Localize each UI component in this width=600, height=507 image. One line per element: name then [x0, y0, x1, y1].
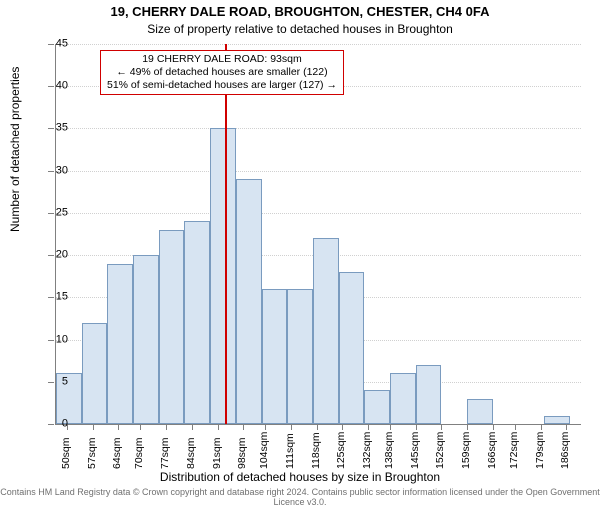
- y-tick-label: 20: [38, 250, 68, 261]
- reference-line: [225, 44, 227, 424]
- x-tick-label: 138sqm: [384, 432, 395, 469]
- histogram-bar: [287, 289, 313, 424]
- x-tick-label: 166sqm: [487, 432, 498, 469]
- histogram-bar: [416, 365, 442, 424]
- histogram-bar: [236, 179, 262, 424]
- x-tick-label: 64sqm: [112, 437, 123, 469]
- x-tick: [218, 424, 219, 430]
- x-tick-label: 57sqm: [87, 437, 98, 469]
- x-tick-label: 111sqm: [285, 433, 296, 469]
- histogram-plot: [55, 44, 581, 425]
- x-tick: [291, 424, 292, 430]
- x-tick: [368, 424, 369, 430]
- x-tick: [566, 424, 567, 430]
- x-tick: [441, 424, 442, 430]
- annot-line-3: 51% of semi-detached houses are larger (…: [107, 79, 337, 92]
- x-tick-label: 104sqm: [259, 432, 270, 469]
- x-tick: [493, 424, 494, 430]
- annot-line-2: ← 49% of detached houses are smaller (12…: [107, 66, 337, 79]
- x-tick-label: 98sqm: [237, 437, 248, 469]
- y-tick-label: 35: [38, 123, 68, 134]
- histogram-bar: [339, 272, 365, 424]
- gridline-h: [56, 171, 581, 172]
- histogram-bar: [184, 221, 210, 424]
- x-tick: [317, 424, 318, 430]
- x-tick: [515, 424, 516, 430]
- x-tick: [118, 424, 119, 430]
- x-tick-label: 172sqm: [509, 432, 520, 469]
- x-tick-label: 84sqm: [186, 437, 197, 469]
- x-tick: [390, 424, 391, 430]
- y-tick-label: 5: [38, 376, 68, 387]
- histogram-bar: [107, 264, 133, 424]
- reference-annotation: 19 CHERRY DALE ROAD: 93sqm ← 49% of deta…: [100, 50, 344, 95]
- histogram-bar: [133, 255, 159, 424]
- x-tick: [342, 424, 343, 430]
- gridline-h: [56, 44, 581, 45]
- x-tick-label: 159sqm: [461, 432, 472, 469]
- x-tick: [243, 424, 244, 430]
- x-tick: [265, 424, 266, 430]
- x-tick-label: 118sqm: [311, 432, 322, 469]
- y-tick-label: 10: [38, 334, 68, 345]
- y-tick-label: 0: [38, 419, 68, 430]
- x-tick-label: 91sqm: [212, 437, 223, 469]
- x-tick: [416, 424, 417, 430]
- histogram-bar: [313, 238, 339, 424]
- gridline-h: [56, 213, 581, 214]
- x-tick-label: 152sqm: [435, 432, 446, 469]
- gridline-h: [56, 128, 581, 129]
- histogram-bar: [364, 390, 390, 424]
- histogram-bar: [262, 289, 288, 424]
- y-tick-label: 25: [38, 207, 68, 218]
- x-tick-label: 70sqm: [134, 437, 145, 469]
- x-tick-label: 186sqm: [560, 432, 571, 469]
- x-tick-label: 125sqm: [336, 432, 347, 469]
- x-tick: [166, 424, 167, 430]
- x-tick: [192, 424, 193, 430]
- y-axis-label: Number of detached properties: [8, 67, 22, 232]
- x-tick: [93, 424, 94, 430]
- histogram-bar: [544, 416, 570, 424]
- x-tick-label: 132sqm: [362, 432, 373, 469]
- x-tick: [140, 424, 141, 430]
- title-sub: Size of property relative to detached ho…: [0, 22, 600, 36]
- x-tick-label: 179sqm: [535, 432, 546, 469]
- histogram-bar: [82, 323, 108, 424]
- x-tick-label: 77sqm: [160, 437, 171, 469]
- histogram-bar: [467, 399, 493, 424]
- histogram-bar: [159, 230, 185, 424]
- y-tick-label: 15: [38, 292, 68, 303]
- x-tick-label: 145sqm: [410, 432, 421, 469]
- annot-line-1: 19 CHERRY DALE ROAD: 93sqm: [107, 53, 337, 66]
- x-tick: [467, 424, 468, 430]
- title-main: 19, CHERRY DALE ROAD, BROUGHTON, CHESTER…: [0, 4, 600, 19]
- x-tick: [541, 424, 542, 430]
- x-axis-label: Distribution of detached houses by size …: [0, 470, 600, 484]
- y-tick-label: 45: [38, 39, 68, 50]
- y-tick-label: 40: [38, 81, 68, 92]
- y-tick-label: 30: [38, 165, 68, 176]
- footer-attribution: Contains HM Land Registry data © Crown c…: [0, 487, 600, 507]
- histogram-bar: [390, 373, 416, 424]
- histogram-bar: [210, 128, 236, 424]
- x-tick-label: 50sqm: [61, 437, 72, 469]
